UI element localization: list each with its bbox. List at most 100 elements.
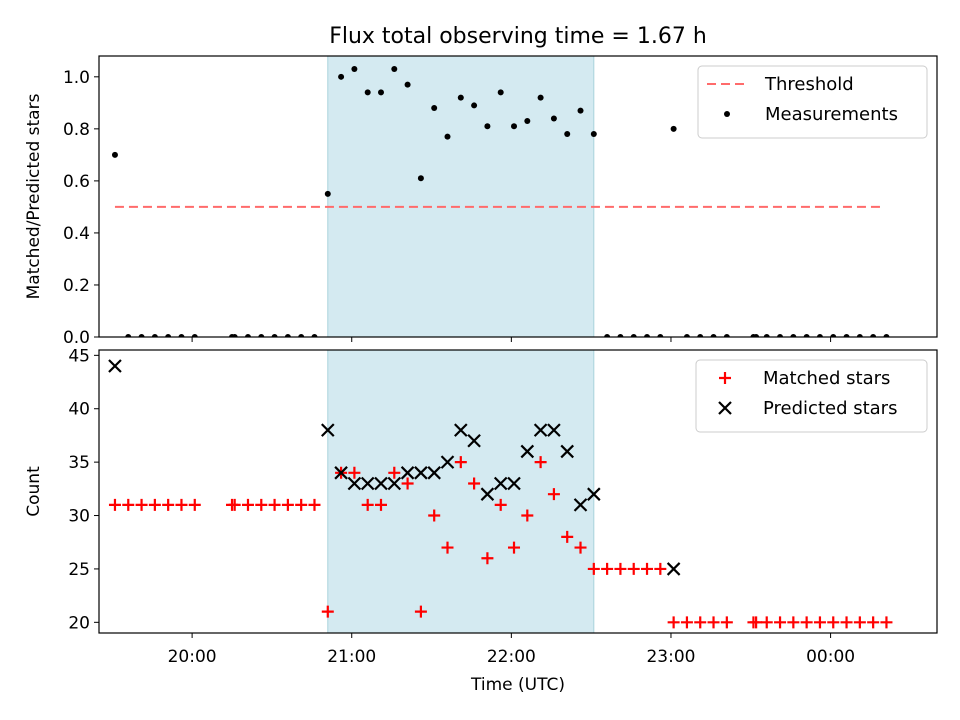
legend-predicted-swatch: [718, 401, 732, 415]
y-tick-label: 0.6: [63, 172, 90, 192]
top-panel: 0.0 0.2 0.4 0.6 0.8 1.0 Matched/Predicted star…: [24, 55, 938, 348]
predicted-star-point: [520, 444, 535, 459]
legend-entry-label: Predicted stars: [763, 398, 897, 419]
predicted-star-point: [454, 423, 468, 437]
measurement-point: [753, 334, 760, 337]
predicted-star-point: [347, 476, 362, 491]
measurement-point: [803, 334, 810, 337]
matched-star-point: [627, 562, 640, 575]
measurement-point: [231, 334, 238, 337]
measurement-point: [351, 66, 358, 73]
matched-star-point: [601, 562, 614, 575]
matched-star-point: [867, 616, 880, 629]
predicted-star-point: [507, 476, 521, 491]
matched-star-point: [720, 616, 733, 629]
axes-frame: [98, 349, 938, 634]
matched-star-point: [760, 616, 773, 629]
measurement-point: [604, 334, 611, 337]
legend-box: [697, 65, 928, 139]
y-axis-label: Count: [24, 466, 44, 517]
y-tick-label: 0.4: [63, 224, 90, 244]
measurement-point: [670, 125, 677, 132]
predicted-star-point: [374, 476, 388, 491]
chart-title: Flux total observing time = 1.67 h: [329, 24, 707, 49]
measurement-point: [537, 94, 544, 101]
matched-star-point: [454, 456, 467, 469]
measurement-point: [710, 334, 717, 337]
measurement-point: [630, 334, 637, 337]
matched-star-point: [680, 616, 693, 629]
measurement-point: [564, 131, 571, 138]
legend: Threshold Measurements: [697, 65, 928, 139]
matched-star-point: [122, 498, 135, 511]
matched-star-point: [401, 477, 414, 490]
measurement-point: [338, 73, 345, 80]
measurement-point: [431, 105, 438, 112]
measurement-point: [524, 118, 531, 125]
matched-star-point: [880, 616, 893, 629]
matched-star-point: [175, 498, 188, 511]
measurement-point: [324, 190, 331, 197]
measurement-point: [391, 66, 398, 73]
matched-star-point: [547, 488, 560, 501]
measurement-point: [790, 334, 797, 337]
y-tick-label: 0.2: [63, 276, 90, 296]
plot-area: [108, 359, 893, 629]
predicted-star-point: [427, 466, 441, 480]
x-axis-label: Time (UTC): [470, 675, 565, 695]
y-tick-label: 1.0: [63, 68, 90, 88]
matched-star-point: [308, 498, 321, 511]
matched-star-point: [641, 562, 654, 575]
matched-star-point: [707, 616, 720, 629]
observing-interval-shade: [327, 55, 595, 338]
predicted-star-point: [334, 466, 348, 480]
measurement-point: [417, 175, 424, 182]
legend-matched-swatch: [719, 372, 731, 384]
legend-entry-label: Matched stars: [763, 368, 890, 389]
matched-star-point: [281, 498, 294, 511]
measurement-point: [471, 102, 478, 109]
matched-star-point: [787, 616, 800, 629]
matched-star-point: [414, 605, 427, 618]
measurement-point: [377, 89, 384, 96]
matched-star-point: [162, 498, 175, 511]
matched-star-point: [853, 616, 866, 629]
y-tick-label: 25: [68, 560, 90, 580]
matched-star-point: [840, 616, 853, 629]
measurement-point: [125, 334, 132, 337]
measurement-point: [763, 334, 770, 337]
x-tick-label: 23:00: [646, 647, 695, 667]
matched-star-point: [494, 498, 507, 511]
measurement-point: [364, 89, 371, 96]
measurement-point: [590, 131, 597, 138]
matched-star-point: [614, 562, 627, 575]
measurement-point: [244, 334, 251, 337]
y-tick-label: 0.0: [63, 328, 90, 348]
y-axis-label: Matched/Predicted stars: [24, 93, 44, 299]
measurement-point: [723, 334, 730, 337]
predicted-star-point: [108, 359, 122, 373]
matched-star-point: [228, 498, 241, 511]
matched-star-point: [441, 541, 454, 554]
matched-star-point: [348, 466, 361, 479]
axes-frame: [98, 55, 938, 338]
measurement-point: [258, 334, 265, 337]
x-tick-label: 00:00: [806, 647, 855, 667]
matched-star-point: [534, 456, 547, 469]
matched-star-point: [774, 616, 787, 629]
measurement-point: [484, 123, 491, 130]
predicted-star-point: [414, 466, 428, 480]
measurement-point: [151, 334, 158, 337]
y-tick-label: 0.8: [63, 120, 90, 140]
predicted-star-point: [547, 423, 561, 437]
predicted-star-point: [587, 487, 601, 501]
matched-star-point: [587, 562, 600, 575]
measurement-point: [697, 334, 704, 337]
legend-entry-label: Threshold: [764, 74, 854, 95]
measurement-point: [191, 334, 198, 337]
predicted-star-point: [321, 423, 335, 437]
measurement-point: [165, 334, 172, 337]
measurement-point: [550, 115, 557, 122]
bottom-panel: 20 25 30 35 40 45 20:00 21:00 22:00 23:00 00:00 Cou…: [24, 346, 938, 695]
